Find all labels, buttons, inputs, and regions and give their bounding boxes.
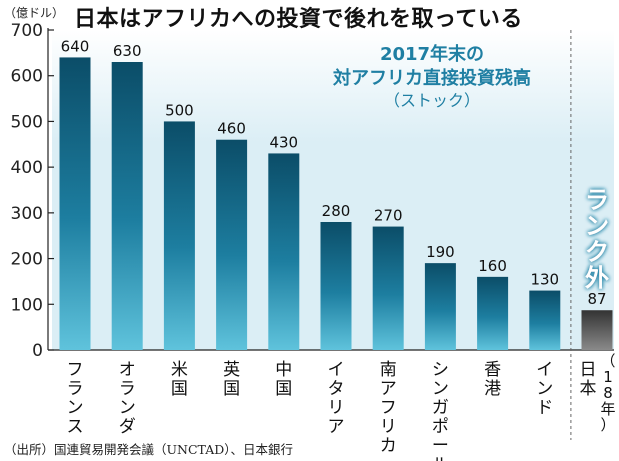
bar — [424, 263, 456, 350]
bar — [59, 57, 91, 351]
source-note: （出所）国連貿易開発会議（UNCTAD）、日本銀行 — [4, 442, 293, 457]
bar-value-label: 630 — [113, 42, 142, 60]
y-tick-label: 600 — [11, 67, 43, 87]
y-tick-label: 700 — [11, 21, 43, 41]
y-tick-label: 200 — [11, 250, 43, 270]
bar-value-label: 160 — [478, 257, 507, 275]
x-category-label: インド — [536, 360, 553, 418]
bar-value-label: 280 — [322, 202, 351, 220]
y-tick-label: 400 — [11, 158, 43, 178]
bar — [111, 62, 143, 350]
annotation-line: 対アフリカ直接投資残高 — [332, 67, 531, 89]
x-category-label: イタリア — [328, 360, 345, 437]
bar-value-label: 430 — [269, 133, 298, 151]
y-tick-label: 100 — [11, 295, 43, 315]
bar-value-label: 87 — [587, 290, 606, 308]
bar-value-label: 640 — [61, 37, 90, 55]
bar — [268, 153, 300, 350]
bar — [372, 226, 404, 350]
bar — [477, 276, 509, 350]
x-category-label: フランス — [67, 360, 84, 437]
x-category-label: 英国 — [223, 360, 240, 399]
x-category-note: （1 8 年） — [600, 352, 615, 434]
x-category-label: 中国 — [275, 360, 292, 399]
x-category-label: 南アフリカ — [380, 360, 397, 456]
x-category-label: オランダ — [119, 360, 136, 437]
y-tick-label: 500 — [11, 112, 43, 132]
annotation-line: 2017年末の — [380, 43, 484, 65]
chart-title: 日本はアフリカへの投資で後れを取っている — [74, 7, 523, 32]
bar-value-label: 190 — [426, 243, 455, 261]
rank-out-label: ランク外 — [585, 186, 609, 292]
bar-value-label: 460 — [217, 120, 246, 138]
x-category-label: 米国 — [171, 360, 188, 399]
annotation-line: （ストック） — [384, 91, 480, 110]
y-tick-label: 300 — [11, 204, 43, 224]
x-category-label: 日本 — [580, 360, 597, 399]
y-tick-label: 0 — [32, 341, 43, 361]
bar — [581, 310, 613, 350]
bar — [320, 222, 352, 350]
bar — [163, 121, 195, 350]
bar — [529, 290, 561, 350]
bar-value-label: 500 — [165, 101, 194, 119]
bar-value-label: 270 — [374, 207, 403, 225]
bar-value-label: 130 — [530, 271, 559, 289]
x-category-label: 香港 — [484, 360, 501, 399]
bar — [216, 139, 248, 350]
x-category-label: シンガポール — [432, 360, 449, 461]
y-axis-unit-label: （億ドル） — [4, 6, 65, 20]
